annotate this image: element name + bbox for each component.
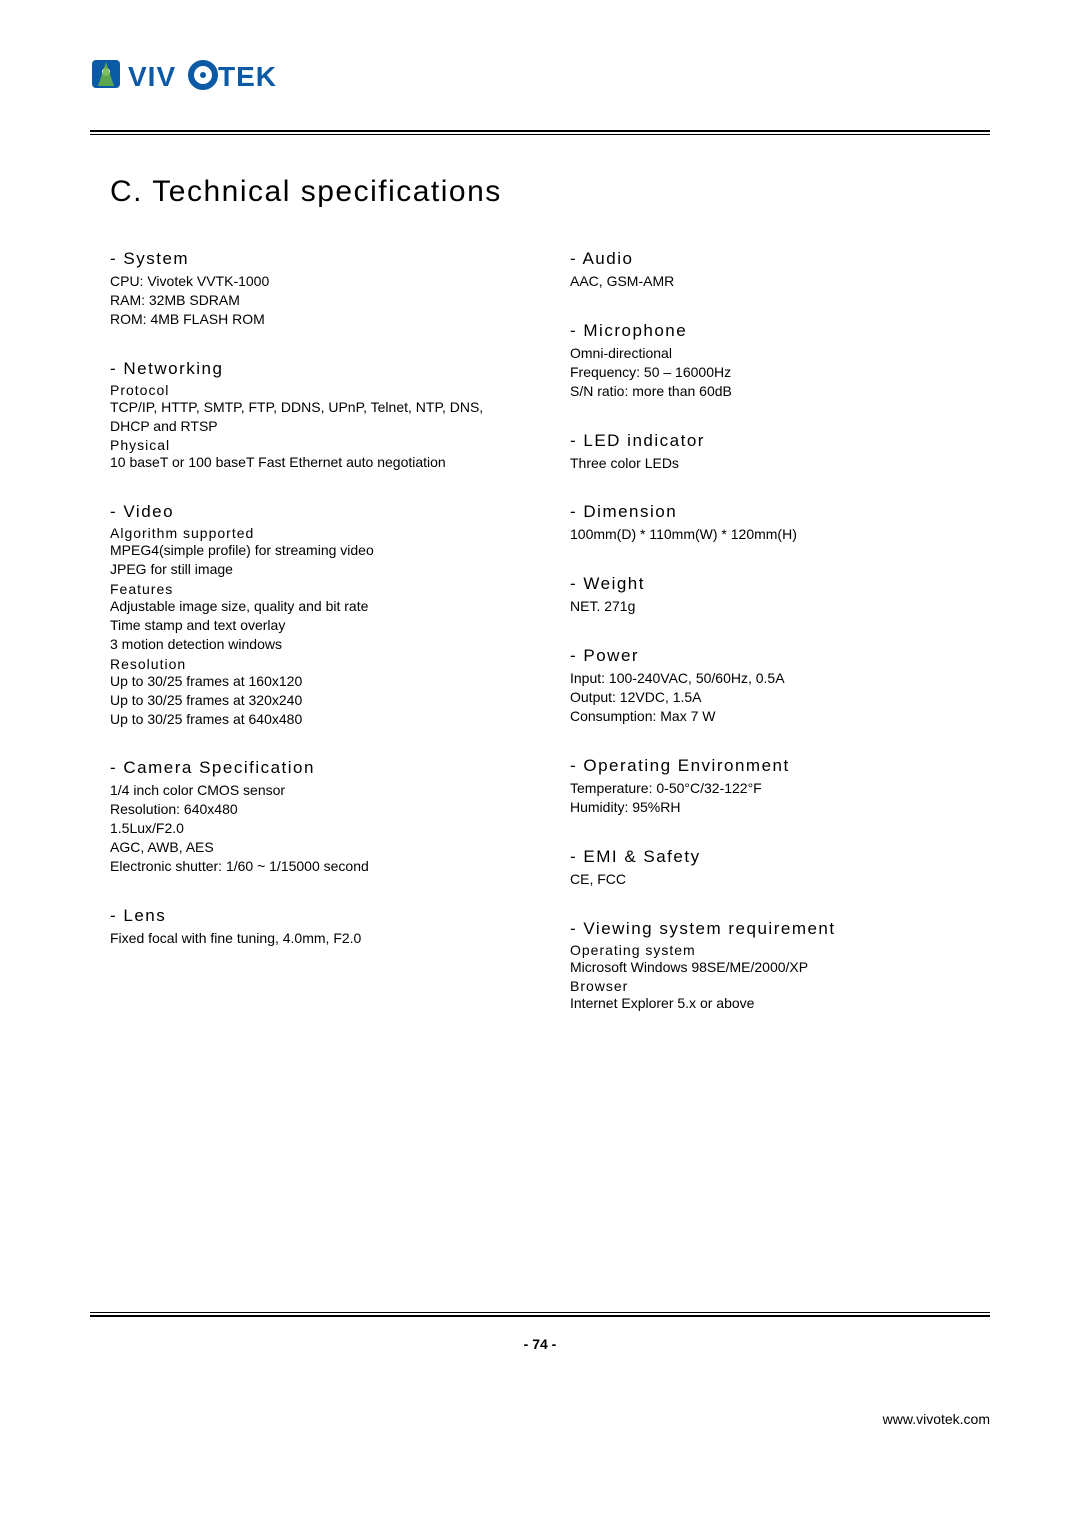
spec-line: Fixed focal with fine tuning, 4.0mm, F2.… (110, 929, 530, 948)
section-microphone: - Microphone Omni-directional Frequency:… (570, 321, 990, 401)
spec-line: CPU: Vivotek VVTK-1000 (110, 272, 530, 291)
left-column: - System CPU: Vivotek VVTK-1000 RAM: 32M… (110, 249, 530, 1043)
top-divider (90, 130, 990, 135)
spec-line: ROM: 4MB FLASH ROM (110, 310, 530, 329)
section-heading: - Lens (110, 906, 530, 926)
spec-line: JPEG for still image (110, 560, 530, 579)
spec-line: RAM: 32MB SDRAM (110, 291, 530, 310)
section-dimension: - Dimension 100mm(D) * 110mm(W) * 120mm(… (570, 502, 990, 544)
spec-line: 3 motion detection windows (110, 635, 530, 654)
spec-line: Electronic shutter: 1/60 ~ 1/15000 secon… (110, 857, 530, 876)
section-heading: - Camera Specification (110, 758, 530, 778)
page-number: - 74 - (0, 1336, 1080, 1352)
spec-line: 10 baseT or 100 baseT Fast Ethernet auto… (110, 453, 530, 472)
spec-line: Internet Explorer 5.x or above (570, 994, 990, 1013)
spec-subhead: Algorithm supported (110, 525, 530, 541)
section-operating-environment: - Operating Environment Temperature: 0-5… (570, 756, 990, 817)
section-lens: - Lens Fixed focal with fine tuning, 4.0… (110, 906, 530, 948)
section-video: - Video Algorithm supported MPEG4(simple… (110, 502, 530, 728)
section-system: - System CPU: Vivotek VVTK-1000 RAM: 32M… (110, 249, 530, 329)
spec-subhead: Operating system (570, 942, 990, 958)
spec-line: Up to 30/25 frames at 640x480 (110, 710, 530, 729)
spec-line: Frequency: 50 – 16000Hz (570, 363, 990, 382)
spec-line: Up to 30/25 frames at 160x120 (110, 672, 530, 691)
spec-line: AGC, AWB, AES (110, 838, 530, 857)
section-heading: - Video (110, 502, 530, 522)
spec-line: Adjustable image size, quality and bit r… (110, 597, 530, 616)
section-heading: - System (110, 249, 530, 269)
right-column: - Audio AAC, GSM-AMR - Microphone Omni-d… (570, 249, 990, 1043)
spec-subhead: Protocol (110, 382, 530, 398)
content-columns: - System CPU: Vivotek VVTK-1000 RAM: 32M… (110, 249, 990, 1043)
spec-line: NET. 271g (570, 597, 990, 616)
brand-logo: VIV TEK (90, 48, 990, 100)
spec-line: Temperature: 0-50°C/32-122°F (570, 779, 990, 798)
spec-line: TCP/IP, HTTP, SMTP, FTP, DDNS, UPnP, Tel… (110, 398, 530, 417)
spec-line: S/N ratio: more than 60dB (570, 382, 990, 401)
svg-text:VIV: VIV (128, 61, 176, 92)
page-title: C. Technical specifications (110, 175, 990, 209)
spec-subhead: Features (110, 581, 530, 597)
spec-line: 1.5Lux/F2.0 (110, 819, 530, 838)
section-weight: - Weight NET. 271g (570, 574, 990, 616)
spec-line: Microsoft Windows 98SE/ME/2000/XP (570, 958, 990, 977)
section-heading: - Viewing system requirement (570, 919, 990, 939)
section-heading: - LED indicator (570, 431, 990, 451)
spec-line: MPEG4(simple profile) for streaming vide… (110, 541, 530, 560)
section-power: - Power Input: 100-240VAC, 50/60Hz, 0.5A… (570, 646, 990, 726)
section-emi-safety: - EMI & Safety CE, FCC (570, 847, 990, 889)
section-heading: - EMI & Safety (570, 847, 990, 867)
section-heading: - Networking (110, 359, 530, 379)
section-heading: - Operating Environment (570, 756, 990, 776)
spec-line: Input: 100-240VAC, 50/60Hz, 0.5A (570, 669, 990, 688)
section-heading: - Weight (570, 574, 990, 594)
spec-subhead: Browser (570, 978, 990, 994)
spec-line: Resolution: 640x480 (110, 800, 530, 819)
section-viewing-requirement: - Viewing system requirement Operating s… (570, 919, 990, 1014)
section-heading: - Dimension (570, 502, 990, 522)
spec-line: CE, FCC (570, 870, 990, 889)
section-networking: - Networking Protocol TCP/IP, HTTP, SMTP… (110, 359, 530, 473)
section-heading: - Microphone (570, 321, 990, 341)
footer-url: www.vivotek.com (883, 1411, 990, 1427)
spec-line: 100mm(D) * 110mm(W) * 120mm(H) (570, 525, 990, 544)
svg-text:TEK: TEK (218, 61, 277, 92)
spec-line: Consumption: Max 7 W (570, 707, 990, 726)
section-heading: - Power (570, 646, 990, 666)
spec-line: Time stamp and text overlay (110, 616, 530, 635)
section-audio: - Audio AAC, GSM-AMR (570, 249, 990, 291)
spec-subhead: Physical (110, 437, 530, 453)
bottom-divider (90, 1312, 990, 1317)
spec-line: Output: 12VDC, 1.5A (570, 688, 990, 707)
spec-line: Humidity: 95%RH (570, 798, 990, 817)
spec-subhead: Resolution (110, 656, 530, 672)
section-heading: - Audio (570, 249, 990, 269)
spec-line: Three color LEDs (570, 454, 990, 473)
spec-line: Omni-directional (570, 344, 990, 363)
spec-line: AAC, GSM-AMR (570, 272, 990, 291)
spec-line: DHCP and RTSP (110, 417, 530, 436)
section-led: - LED indicator Three color LEDs (570, 431, 990, 473)
section-camera: - Camera Specification 1/4 inch color CM… (110, 758, 530, 875)
spec-line: 1/4 inch color CMOS sensor (110, 781, 530, 800)
spec-line: Up to 30/25 frames at 320x240 (110, 691, 530, 710)
